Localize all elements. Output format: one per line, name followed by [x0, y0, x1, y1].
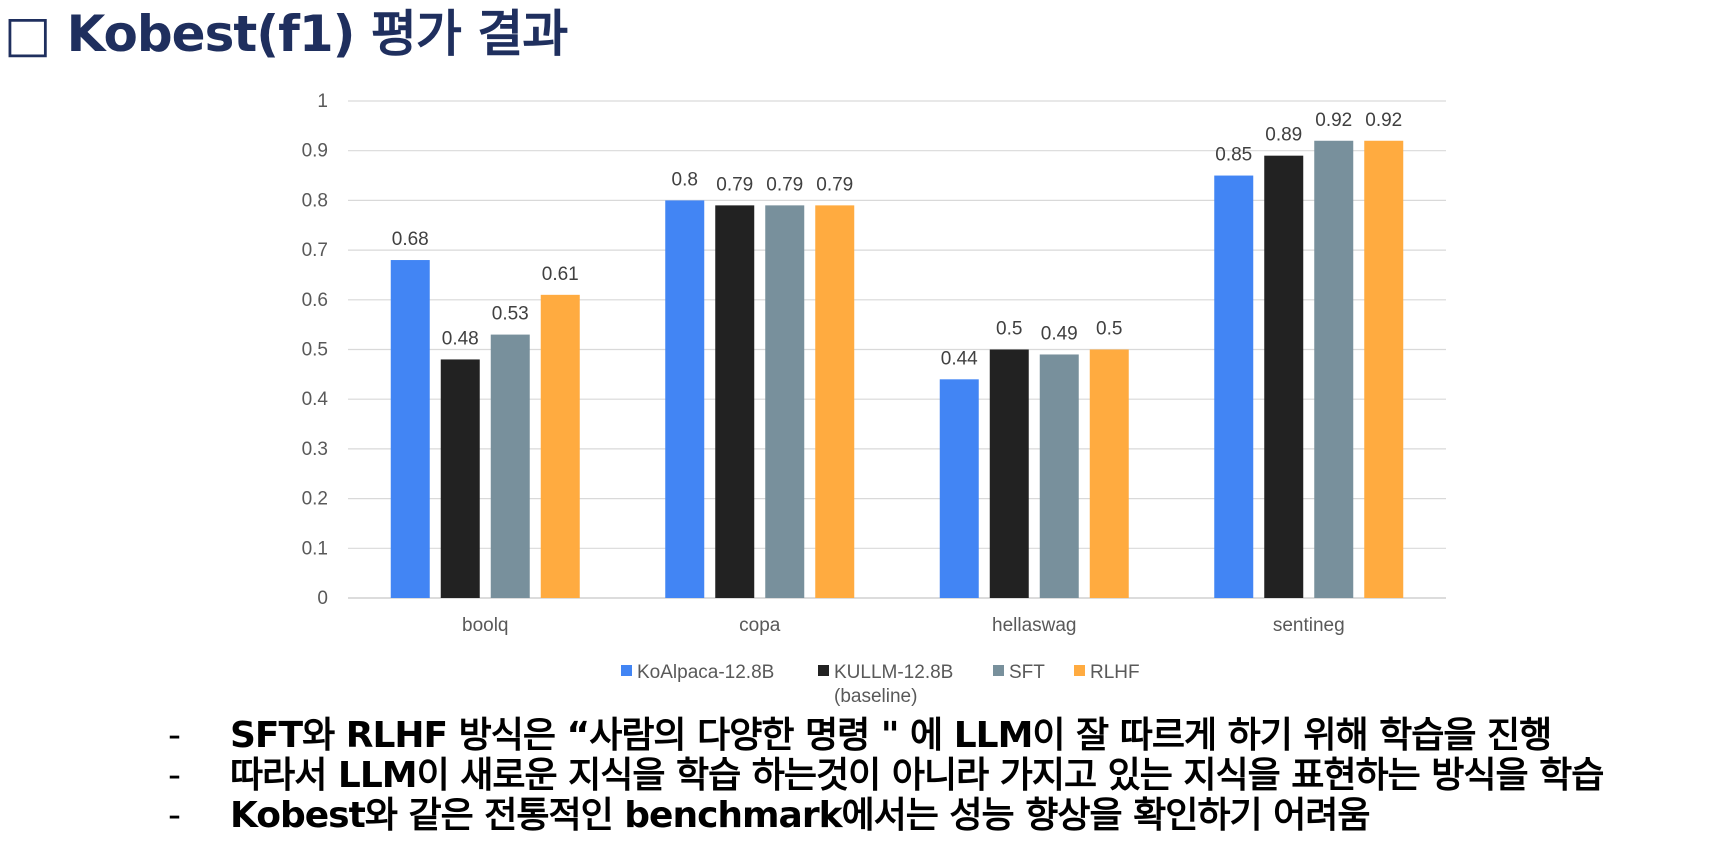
data-label: 0.8 [672, 169, 698, 190]
bar [939, 379, 979, 598]
y-tick-label: 0 [317, 588, 328, 609]
legend-swatch [1074, 665, 1085, 676]
bar [665, 200, 705, 598]
x-tick-label: boolq [462, 615, 509, 636]
data-labels: 0.68 0.48 0.53 0.61 0.8 0.79 0.79 0.79 0.44 0.5 0.… [392, 110, 1402, 370]
bullet-item: - 따라서 LLM이 새로운 지식을 학습 하는것이 아니라 가지고 있는 지식을… [168, 755, 1604, 796]
legend-label: KoAlpaca-12.8B [637, 662, 774, 683]
bar [1089, 349, 1129, 598]
x-axis-ticks: boolq copa hellaswag sentineg [462, 615, 1345, 636]
y-tick-label: 0.5 [302, 340, 328, 361]
data-label: 0.68 [392, 229, 429, 250]
legend-label: SFT [1009, 662, 1045, 683]
y-tick-label: 0.9 [302, 141, 328, 162]
y-axis-ticks: 0 0.1 0.2 0.3 0.4 0.5 0.6 0.7 0.8 0.9 1 [302, 91, 329, 609]
bar [1314, 140, 1354, 598]
data-label: 0.44 [941, 348, 978, 369]
y-tick-label: 0.6 [302, 290, 328, 311]
data-label: 0.61 [542, 264, 579, 285]
x-tick-label: copa [739, 615, 781, 636]
y-tick-label: 0.1 [302, 538, 328, 559]
legend: KoAlpaca-12.8B KULLM-12.8B (baseline) SFT RL… [621, 662, 1140, 707]
legend-swatch [818, 665, 829, 676]
bullet-list: - SFT와 RLHF 방식은 “사람의 다양한 명령 " 에 LLM이 잘 따르… [168, 715, 1604, 836]
bar [540, 294, 580, 598]
data-label: 0.49 [1041, 323, 1078, 344]
bar [1214, 175, 1254, 599]
y-tick-label: 0.2 [302, 489, 328, 510]
bar [490, 334, 530, 598]
data-label: 0.92 [1365, 110, 1402, 131]
bar-chart: 00.10.20.30.40.50.60.70.80.91 0.680.480.… [302, 91, 1446, 707]
y-tick-label: 0.7 [302, 240, 328, 261]
bars [390, 140, 1404, 599]
bullet-text: 따라서 LLM이 새로운 지식을 학습 하는것이 아니라 가지고 있는 지식을 … [230, 755, 1604, 796]
data-label: 0.89 [1265, 125, 1302, 146]
data-label: 0.79 [816, 174, 853, 195]
bar [715, 205, 755, 598]
bar [989, 349, 1029, 598]
data-label: 0.79 [716, 174, 753, 195]
bullet-item: - SFT와 RLHF 방식은 “사람의 다양한 명령 " 에 LLM이 잘 따르… [168, 715, 1552, 756]
bar [1364, 140, 1404, 598]
bar [390, 260, 430, 598]
page-title: □ Kobest(f1) 평가 결과 [4, 5, 568, 63]
legend-swatch [621, 665, 632, 676]
data-label: 0.53 [492, 304, 529, 325]
data-label: 0.79 [766, 174, 803, 195]
data-label: 0.5 [996, 319, 1022, 340]
data-label: 0.48 [442, 328, 479, 349]
bar [765, 205, 805, 598]
bar [815, 205, 855, 598]
legend-swatch [993, 665, 1004, 676]
x-tick-label: hellaswag [992, 615, 1077, 636]
bullet-text: Kobest와 같은 전통적인 benchmark에서는 성능 향상을 확인하기… [230, 795, 1370, 836]
bullet-text: SFT와 RLHF 방식은 “사람의 다양한 명령 " 에 LLM이 잘 따르게… [230, 715, 1552, 756]
grid-lines [348, 100, 1446, 599]
bullet-item: - Kobest와 같은 전통적인 benchmark에서는 성능 향상을 확인하… [168, 795, 1370, 836]
data-label: 0.5 [1096, 319, 1122, 340]
data-label: 0.92 [1315, 110, 1352, 131]
bar [1264, 155, 1304, 599]
bar [1039, 354, 1079, 598]
y-tick-label: 0.3 [302, 439, 328, 460]
y-tick-label: 0.8 [302, 190, 328, 211]
x-tick-label: sentineg [1273, 615, 1345, 636]
legend-label: RLHF [1090, 662, 1140, 683]
y-tick-label: 1 [317, 91, 328, 112]
bar [440, 359, 480, 598]
y-tick-label: 0.4 [302, 389, 329, 410]
legend-label: KULLM-12.8B (baseline) [834, 662, 953, 707]
data-label: 0.85 [1215, 145, 1252, 166]
